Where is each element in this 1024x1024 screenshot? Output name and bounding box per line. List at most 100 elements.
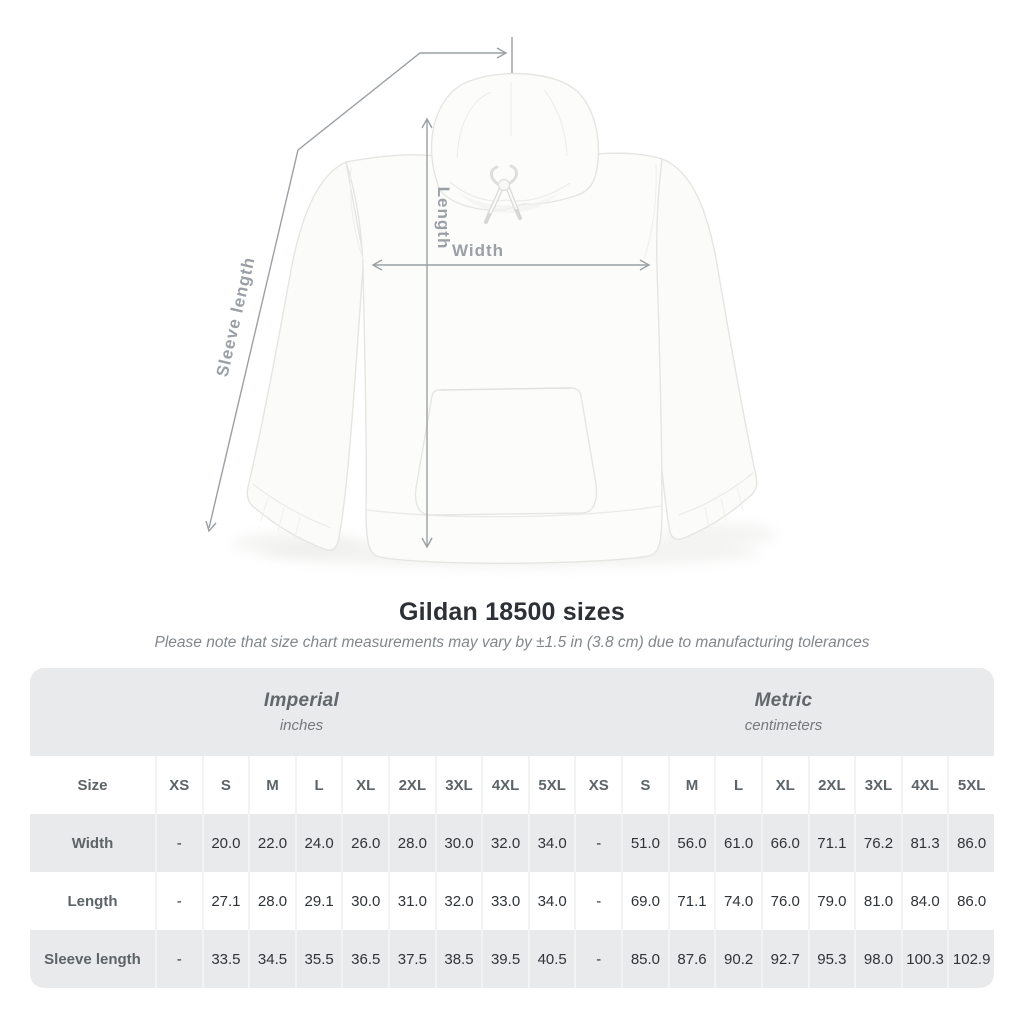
row-label: Length [30, 872, 155, 930]
size-header-cell: 2XL [807, 756, 855, 814]
value-cell: 26.0 [341, 814, 389, 872]
value-cell: 86.0 [947, 814, 994, 872]
value-cell: 31.0 [388, 872, 435, 930]
value-cell: - [574, 930, 622, 988]
hoodie-illustration [246, 72, 758, 564]
value-cell: 33.5 [201, 930, 249, 988]
size-header-cell: 2XL [388, 756, 435, 814]
hoodie-hood [430, 72, 600, 212]
value-cell: 81.3 [900, 814, 948, 872]
sleeve-length-label: Sleeve length [213, 255, 259, 379]
value-cell: 86.0 [947, 872, 994, 930]
value-cell: - [155, 814, 202, 872]
value-cell: 84.0 [900, 872, 948, 930]
unit-header: Imperial inches Metric centimeters [30, 668, 994, 756]
size-column-header: Size [30, 756, 155, 814]
length-arrow [421, 117, 433, 549]
value-cell: 40.5 [527, 930, 575, 988]
size-header-cell: 4XL [900, 756, 948, 814]
value-cell: 90.2 [714, 930, 761, 988]
width-label: Width [452, 241, 504, 260]
width-arrow [371, 259, 651, 271]
size-header-cell: L [294, 756, 342, 814]
value-cell: 36.5 [341, 930, 389, 988]
value-cell: 33.0 [481, 872, 528, 930]
value-cell: 30.0 [341, 872, 389, 930]
measurement-lines [205, 37, 651, 549]
value-cell: - [155, 872, 202, 930]
value-cell: 76.2 [854, 814, 901, 872]
value-cell: 92.7 [760, 930, 808, 988]
value-cell: 38.5 [434, 930, 482, 988]
size-header-cell: M [667, 756, 715, 814]
value-cell: 34.5 [248, 930, 295, 988]
value-cell: 32.0 [481, 814, 528, 872]
imperial-header: Imperial inches [30, 690, 573, 734]
value-cell: 20.0 [201, 814, 249, 872]
metric-header: Metric centimeters [573, 690, 994, 734]
size-header-cell: 5XL [527, 756, 575, 814]
size-header-cell: L [714, 756, 761, 814]
value-cell: 35.5 [294, 930, 342, 988]
value-cell: 34.0 [527, 872, 575, 930]
hoodie-drawstrings [484, 164, 522, 224]
value-cell: 27.1 [201, 872, 249, 930]
size-table: Imperial inches Metric centimeters Size X… [30, 668, 994, 988]
page-subtitle: Please note that size chart measurements… [154, 634, 870, 651]
size-header-cell: XL [760, 756, 808, 814]
value-cell: 98.0 [854, 930, 901, 988]
size-header-cell: S [201, 756, 249, 814]
value-cell: 34.0 [527, 814, 575, 872]
size-header-cell: XL [341, 756, 389, 814]
imperial-title: Imperial [263, 690, 340, 711]
value-cell: 28.0 [388, 814, 435, 872]
value-cell: 22.0 [248, 814, 295, 872]
value-cell: 61.0 [714, 814, 761, 872]
value-cell: 76.0 [760, 872, 808, 930]
value-cell: 71.1 [807, 814, 855, 872]
size-header-cell: S [621, 756, 668, 814]
value-cell: 69.0 [621, 872, 668, 930]
size-header-cell: 3XL [434, 756, 482, 814]
value-cell: 85.0 [621, 930, 668, 988]
value-cell: 56.0 [667, 814, 715, 872]
metric-unit: centimeters [744, 717, 823, 734]
hoodie-pocket [414, 387, 598, 516]
value-cell: - [155, 930, 202, 988]
hoodie-diagram: Sleeve length Length Width [205, 37, 776, 567]
page-title: Gildan 18500 sizes [399, 598, 625, 626]
value-cell: 71.1 [667, 872, 715, 930]
value-cell: 66.0 [760, 814, 808, 872]
value-cell: 74.0 [714, 872, 761, 930]
value-cell: 37.5 [388, 930, 435, 988]
size-header-cell: 4XL [481, 756, 528, 814]
size-header-cell: XS [574, 756, 622, 814]
length-label: Length [434, 187, 453, 250]
value-cell: - [574, 814, 622, 872]
value-cell: 81.0 [854, 872, 901, 930]
value-cell: 28.0 [248, 872, 295, 930]
value-cell: 102.9 [947, 930, 994, 988]
row-label: Width [30, 814, 155, 872]
value-cell: 51.0 [621, 814, 668, 872]
value-cell: - [574, 872, 622, 930]
value-cell: 39.5 [481, 930, 528, 988]
value-cell: 100.3 [900, 930, 948, 988]
value-cell: 29.1 [294, 872, 342, 930]
value-cell: 95.3 [807, 930, 855, 988]
size-header-cell: M [248, 756, 295, 814]
size-grid: Size XS S M L XL 2XL 3XL 4XL 5XL XS S M L XL 2XL 3XL 4XL 5… [30, 756, 994, 988]
hoodie-diagram-svg: Sleeve length Length Width [205, 37, 776, 567]
value-cell: 30.0 [434, 814, 482, 872]
size-header-cell: 3XL [854, 756, 901, 814]
hoodie-left-sleeve [246, 161, 365, 551]
title-block: Gildan 18500 sizes Please note that size… [0, 598, 1024, 652]
sleeve-length-arrow [205, 37, 513, 533]
imperial-unit: inches [279, 717, 324, 734]
size-header-cell: XS [155, 756, 202, 814]
size-header-cell: 5XL [947, 756, 994, 814]
value-cell: 32.0 [434, 872, 482, 930]
row-label: Sleeve length [30, 930, 155, 988]
metric-title: Metric [754, 690, 813, 711]
